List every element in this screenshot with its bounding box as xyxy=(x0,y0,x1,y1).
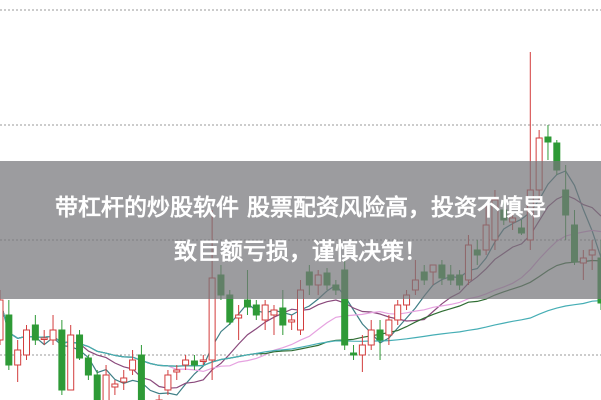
headline-banner: 带杠杆的炒股软件 股票配资风险高，投资不慎导 致巨额亏损，谨慎决策！ xyxy=(0,161,601,299)
candle-down xyxy=(31,324,39,341)
candle-down xyxy=(350,352,358,356)
candle-up xyxy=(111,383,119,388)
candle-up xyxy=(23,329,31,356)
candle-down xyxy=(5,314,13,366)
candle-up xyxy=(367,329,375,346)
candle-down xyxy=(84,357,92,376)
candle-up xyxy=(385,319,393,336)
headline-line-1: 带杠杆的炒股软件 股票配资风险高，投资不慎导 xyxy=(54,195,546,221)
ma60-line xyxy=(0,299,601,367)
candle-up xyxy=(173,369,181,373)
candle-up xyxy=(182,359,190,366)
candle-down xyxy=(279,307,287,326)
candle-up xyxy=(14,349,22,366)
candle-up xyxy=(40,337,48,340)
candle-up xyxy=(120,377,128,383)
candle-up xyxy=(129,359,137,371)
candle-down xyxy=(544,136,552,143)
candle-down xyxy=(58,329,66,391)
candle-down xyxy=(376,329,384,341)
candle-up xyxy=(164,374,172,391)
candle-up xyxy=(0,299,4,341)
candle-down xyxy=(93,374,101,400)
candle-up xyxy=(261,304,269,321)
candle-down xyxy=(76,334,84,359)
candle-down xyxy=(226,294,234,323)
candle-down xyxy=(137,354,145,400)
headline-line-2: 致巨额亏损，谨慎决策！ xyxy=(174,239,427,265)
candle-up xyxy=(394,304,402,321)
candle-down xyxy=(243,299,251,308)
candle-up xyxy=(270,309,278,316)
candle-up xyxy=(358,344,366,356)
candle-down xyxy=(190,360,198,366)
candle-up xyxy=(199,359,207,362)
candle-up xyxy=(235,314,243,319)
candle-up xyxy=(102,374,110,400)
candle-up xyxy=(288,319,296,323)
candle-down xyxy=(252,304,260,316)
candle-up xyxy=(67,334,75,391)
candle-up xyxy=(49,329,57,341)
